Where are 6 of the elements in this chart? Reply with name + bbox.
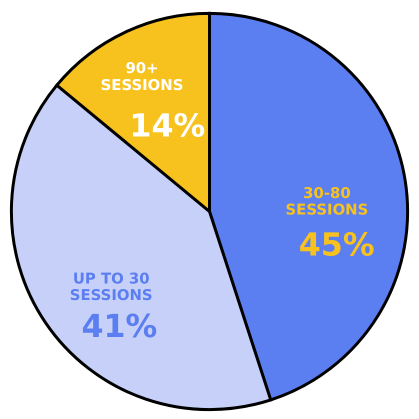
data-label: 14% [129, 108, 206, 145]
data-label: 45% [298, 228, 375, 264]
slice-label: 90+ SESSIONS [100, 59, 184, 94]
slice-label: 30-80 SESSIONS [285, 184, 368, 219]
data-label: 41% [81, 309, 158, 346]
slice-label: UP TO 30 SESSIONS [70, 269, 153, 304]
